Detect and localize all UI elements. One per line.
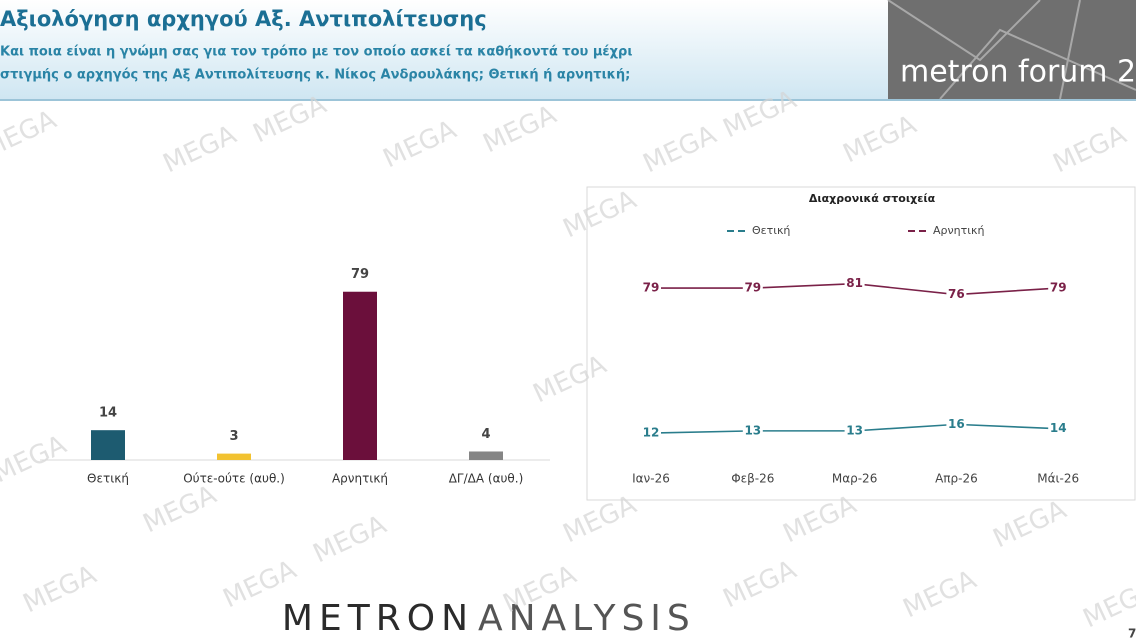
watermark: MEGA: [139, 480, 221, 540]
bar: [469, 451, 503, 460]
value-label: 13: [846, 423, 863, 437]
watermark: MEGA: [839, 110, 921, 170]
line-chart-frame: [586, 186, 1136, 501]
label-bg: [641, 280, 661, 297]
watermark: MEGA: [19, 560, 101, 620]
watermark: MEGA: [309, 510, 391, 570]
bar: [343, 291, 377, 460]
watermark: MEGA: [159, 120, 241, 180]
watermark: MEGA: [899, 565, 981, 625]
x-tick-label: Απρ-26: [935, 472, 978, 486]
x-tick-label: Μάι-26: [1037, 472, 1079, 486]
watermark: MEGA: [0, 105, 61, 165]
logo-pattern: [887, 0, 1136, 100]
bar: [91, 430, 125, 460]
x-tick-label: Φεβ-26: [731, 472, 774, 486]
x-tick-label: Αρνητική: [332, 472, 388, 486]
watermark: MEGA: [1079, 575, 1136, 635]
logo-text: metron forum 2.: [900, 55, 1136, 90]
x-tick-label: Ιαν-26: [632, 472, 670, 486]
legend-label: Θετική: [752, 224, 790, 237]
chart-title: Διαχρονικά στοιχεία: [809, 192, 936, 205]
slide-title: Αξιολόγηση αρχηγού Αξ. Αντιπολίτευσης: [0, 7, 487, 31]
value-label: 13: [744, 423, 761, 437]
logo-box: [888, 0, 1136, 99]
label-bg: [742, 422, 763, 439]
watermark: MEGA: [639, 120, 721, 180]
value-label: 79: [351, 267, 369, 282]
footer-brand: ANALYSIS: [478, 598, 696, 639]
value-label: 79: [744, 281, 761, 295]
value-label: 79: [643, 281, 660, 295]
value-label: 16: [948, 417, 965, 431]
label-bg: [742, 280, 763, 297]
label-bg: [844, 422, 865, 439]
legend-label: Αρνητική: [933, 224, 984, 237]
watermark: MEGA: [1049, 120, 1131, 180]
x-tick-label: Μαρ-26: [832, 472, 877, 486]
label-bg: [641, 425, 661, 442]
watermark: MEGA: [379, 115, 461, 175]
value-label: 4: [481, 427, 490, 442]
slide-subtitle: Και ποια είναι η γνώμη σας για τον τρόπο…: [0, 45, 632, 60]
value-label: 76: [948, 287, 965, 301]
label-bg: [844, 275, 865, 292]
value-label: 14: [99, 406, 117, 421]
x-tick-label: Θετική: [87, 472, 129, 486]
label-bg: [1048, 420, 1069, 437]
x-tick-label: Ούτε-ούτε (αυθ.): [183, 472, 285, 486]
label-bg: [1048, 280, 1069, 297]
bar: [217, 453, 251, 460]
value-label: 3: [229, 429, 238, 444]
footer-brand: METRON: [282, 598, 474, 639]
value-label: 81: [846, 276, 863, 290]
label-bg: [946, 416, 967, 433]
page-number: 7: [1128, 627, 1136, 641]
label-bg: [946, 286, 967, 303]
value-label: 12: [643, 426, 660, 440]
slide-subtitle: στιγμής ο αρχηγός της Αξ Αντιπολίτευσης …: [0, 68, 630, 83]
value-label: 79: [1050, 281, 1067, 295]
watermark: MEGA: [719, 555, 801, 615]
watermark: MEGA: [989, 495, 1071, 555]
watermark: MEGA: [479, 100, 561, 160]
x-tick-label: ΔΓ/ΔΑ (αυθ.): [449, 472, 524, 486]
value-label: 14: [1050, 421, 1067, 435]
